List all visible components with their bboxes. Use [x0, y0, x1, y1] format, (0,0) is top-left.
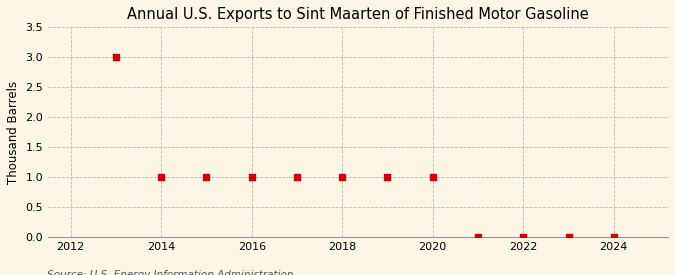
Point	[518, 235, 529, 239]
Point	[337, 175, 348, 179]
Text: Source: U.S. Energy Information Administration: Source: U.S. Energy Information Administ…	[47, 270, 294, 275]
Point	[111, 55, 122, 59]
Point	[246, 175, 257, 179]
Point	[156, 175, 167, 179]
Point	[292, 175, 302, 179]
Point	[201, 175, 212, 179]
Y-axis label: Thousand Barrels: Thousand Barrels	[7, 80, 20, 183]
Point	[382, 175, 393, 179]
Point	[427, 175, 438, 179]
Title: Annual U.S. Exports to Sint Maarten of Finished Motor Gasoline: Annual U.S. Exports to Sint Maarten of F…	[127, 7, 589, 22]
Point	[608, 235, 619, 239]
Point	[472, 235, 483, 239]
Point	[563, 235, 574, 239]
